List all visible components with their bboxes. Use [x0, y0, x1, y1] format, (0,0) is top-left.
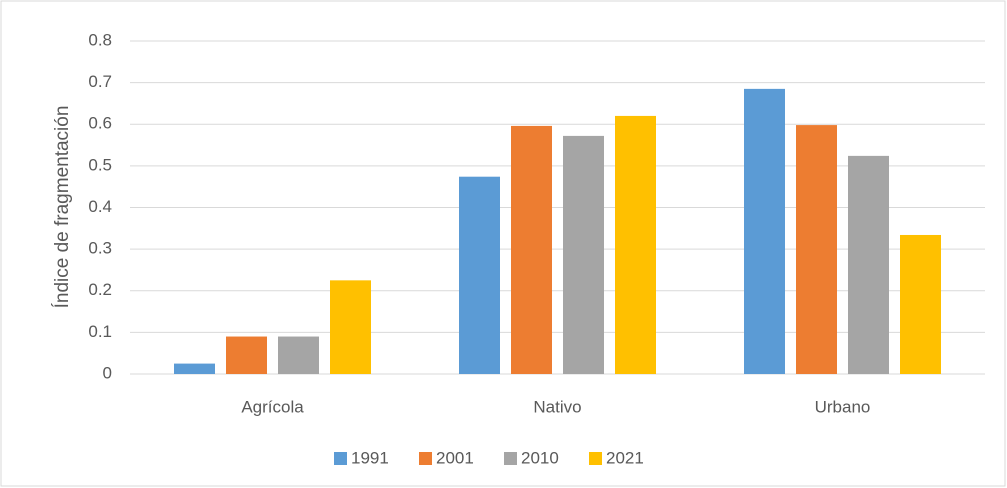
bar [278, 336, 319, 374]
y-tick-label: 0.4 [88, 197, 112, 216]
bar [459, 176, 500, 374]
bar [226, 336, 267, 374]
bar [330, 280, 371, 374]
legend-swatch [334, 452, 347, 465]
bar [615, 115, 656, 375]
y-axis-label: Índice de fragmentación [52, 106, 73, 309]
bar [511, 125, 552, 374]
legend-label: 2001 [436, 448, 474, 467]
y-tick-label: 0.3 [88, 239, 112, 258]
x-tick-label: Agrícola [241, 397, 304, 416]
bar [563, 135, 604, 374]
legend-swatch [504, 452, 517, 465]
legend-swatch [419, 452, 432, 465]
bar [174, 363, 215, 374]
bar [744, 88, 785, 375]
bar [848, 155, 889, 374]
y-tick-label: 0.6 [88, 114, 112, 133]
y-tick-label: 0.5 [88, 155, 112, 174]
y-tick-label: 0.1 [88, 322, 112, 341]
y-tick-label: 0.8 [88, 30, 112, 49]
legend-label: 1991 [351, 448, 389, 467]
legend-swatch [589, 452, 602, 465]
y-tick-label: 0.2 [88, 280, 112, 299]
bar [900, 234, 941, 374]
y-tick-label: 0 [103, 363, 112, 382]
bar [796, 125, 837, 375]
legend-label: 2010 [521, 448, 559, 467]
legend-label: 2021 [606, 448, 644, 467]
x-tick-label: Nativo [533, 397, 581, 416]
y-tick-label: 0.7 [88, 72, 112, 91]
x-tick-label: Urbano [815, 397, 871, 416]
